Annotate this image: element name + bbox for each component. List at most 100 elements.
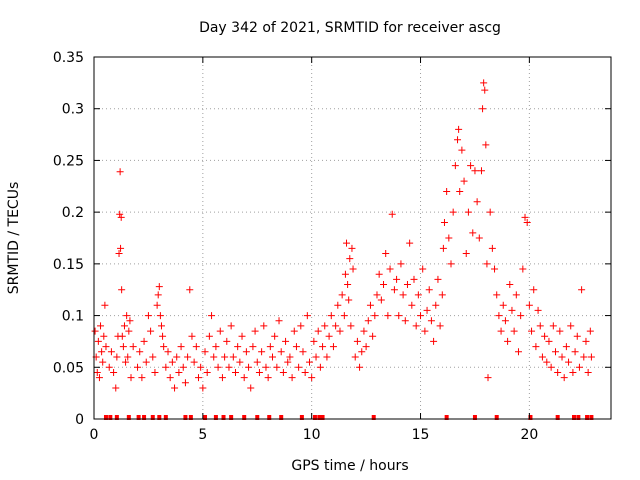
data-point-0-20: [117, 244, 125, 252]
x-tick-label-4: 20: [520, 427, 538, 443]
data-point-0-208: [488, 244, 496, 252]
data-point-0-98: [269, 353, 277, 361]
data-point-0-170: [417, 312, 425, 320]
data-point-0-201: [479, 105, 487, 113]
data-point-0-142: [356, 363, 364, 371]
data-point-0-49: [162, 363, 170, 371]
data-point-0-124: [325, 332, 333, 340]
grid-lines: [94, 57, 611, 419]
data-point-0-132: [341, 270, 349, 278]
data-point-0-245: [569, 368, 577, 376]
data-point-0-252: [584, 368, 592, 376]
data-point-0-182: [440, 218, 448, 226]
data-point-0-26: [122, 358, 130, 366]
chart-title: Day 342 of 2021, SRMTID for receiver asc…: [199, 20, 501, 36]
data-point-0-184: [445, 234, 453, 242]
data-point-0-183: [443, 187, 451, 195]
data-point-0-101: [275, 317, 283, 325]
data-point-0-4: [95, 374, 103, 382]
zero-marker-14: [229, 415, 234, 420]
data-point-0-216: [506, 281, 514, 289]
data-point-0-233: [543, 358, 551, 366]
zero-marker-21: [317, 415, 322, 420]
data-point-0-56: [177, 343, 185, 351]
zero-marker-28: [555, 415, 560, 420]
y-tick-label-3: 0.15: [53, 257, 84, 273]
data-point-0-121: [319, 343, 327, 351]
data-point-0-112: [299, 348, 307, 356]
data-point-0-85: [240, 374, 248, 382]
data-point-0-164: [403, 281, 411, 289]
data-point-0-172: [421, 327, 429, 335]
data-point-0-205: [483, 260, 491, 268]
zero-marker-12: [213, 415, 218, 420]
data-point-0-222: [519, 265, 527, 273]
data-point-0-230: [536, 322, 544, 330]
data-point-0-202: [480, 79, 488, 87]
data-point-0-166: [408, 301, 416, 309]
data-point-0-95: [262, 363, 270, 371]
data-point-0-229: [534, 306, 542, 314]
data-point-0-209: [491, 265, 499, 273]
data-point-0-220: [514, 348, 522, 356]
data-point-0-178: [434, 275, 442, 283]
data-point-0-0: [91, 327, 99, 335]
data-point-0-57: [179, 363, 187, 371]
data-point-0-235: [547, 363, 555, 371]
data-point-0-169: [414, 291, 422, 299]
zero-marker-16: [255, 415, 260, 420]
data-point-0-81: [231, 368, 239, 376]
data-point-0-162: [399, 291, 407, 299]
data-point-0-62: [190, 358, 198, 366]
zero-marker-31: [585, 415, 590, 420]
data-point-0-185: [447, 260, 455, 268]
data-point-0-5: [97, 322, 105, 330]
zero-marker-27: [528, 415, 533, 420]
data-point-0-59: [184, 353, 192, 361]
data-point-0-6: [98, 348, 106, 356]
zero-marker-32: [589, 415, 594, 420]
data-point-0-25: [120, 322, 128, 330]
data-point-0-213: [499, 301, 507, 309]
data-point-0-175: [427, 317, 435, 325]
x-tick-label-0: 0: [90, 427, 99, 443]
data-point-0-63: [192, 343, 200, 351]
data-point-0-247: [573, 332, 581, 340]
data-point-0-53: [171, 384, 179, 392]
data-point-0-125: [327, 312, 335, 320]
data-point-0-118: [312, 353, 320, 361]
data-point-0-15: [113, 353, 121, 361]
data-point-0-33: [134, 363, 142, 371]
data-point-0-237: [551, 348, 559, 356]
data-point-0-2: [93, 368, 101, 376]
x-tick-label-3: 15: [412, 427, 430, 443]
data-point-0-113: [301, 368, 309, 376]
data-point-0-188: [454, 136, 462, 144]
zero-marker-24: [444, 415, 449, 420]
data-point-0-90: [251, 327, 259, 335]
data-point-0-141: [353, 337, 361, 345]
data-point-0-41: [151, 368, 159, 376]
data-point-0-254: [587, 353, 595, 361]
data-point-0-168: [412, 322, 420, 330]
data-point-0-244: [567, 322, 575, 330]
data-point-0-73: [214, 363, 222, 371]
data-point-0-106: [286, 353, 294, 361]
data-point-0-232: [541, 332, 549, 340]
data-point-0-8: [100, 332, 108, 340]
data-point-0-250: [580, 353, 588, 361]
data-point-0-197: [471, 167, 479, 175]
y-axis-label: SRMTID / TECUs: [6, 182, 22, 295]
zero-marker-18: [279, 415, 284, 420]
data-point-0-68: [203, 368, 211, 376]
data-point-0-86: [242, 348, 250, 356]
data-point-0-97: [266, 343, 274, 351]
zero-marker-20: [312, 415, 317, 420]
data-point-0-36: [140, 337, 148, 345]
y-tick-label-6: 0.3: [62, 102, 84, 118]
data-point-0-187: [451, 162, 459, 170]
data-point-0-76: [221, 353, 229, 361]
data-point-0-207: [486, 208, 494, 216]
data-point-0-189: [455, 125, 463, 133]
data-point-0-122: [321, 322, 329, 330]
